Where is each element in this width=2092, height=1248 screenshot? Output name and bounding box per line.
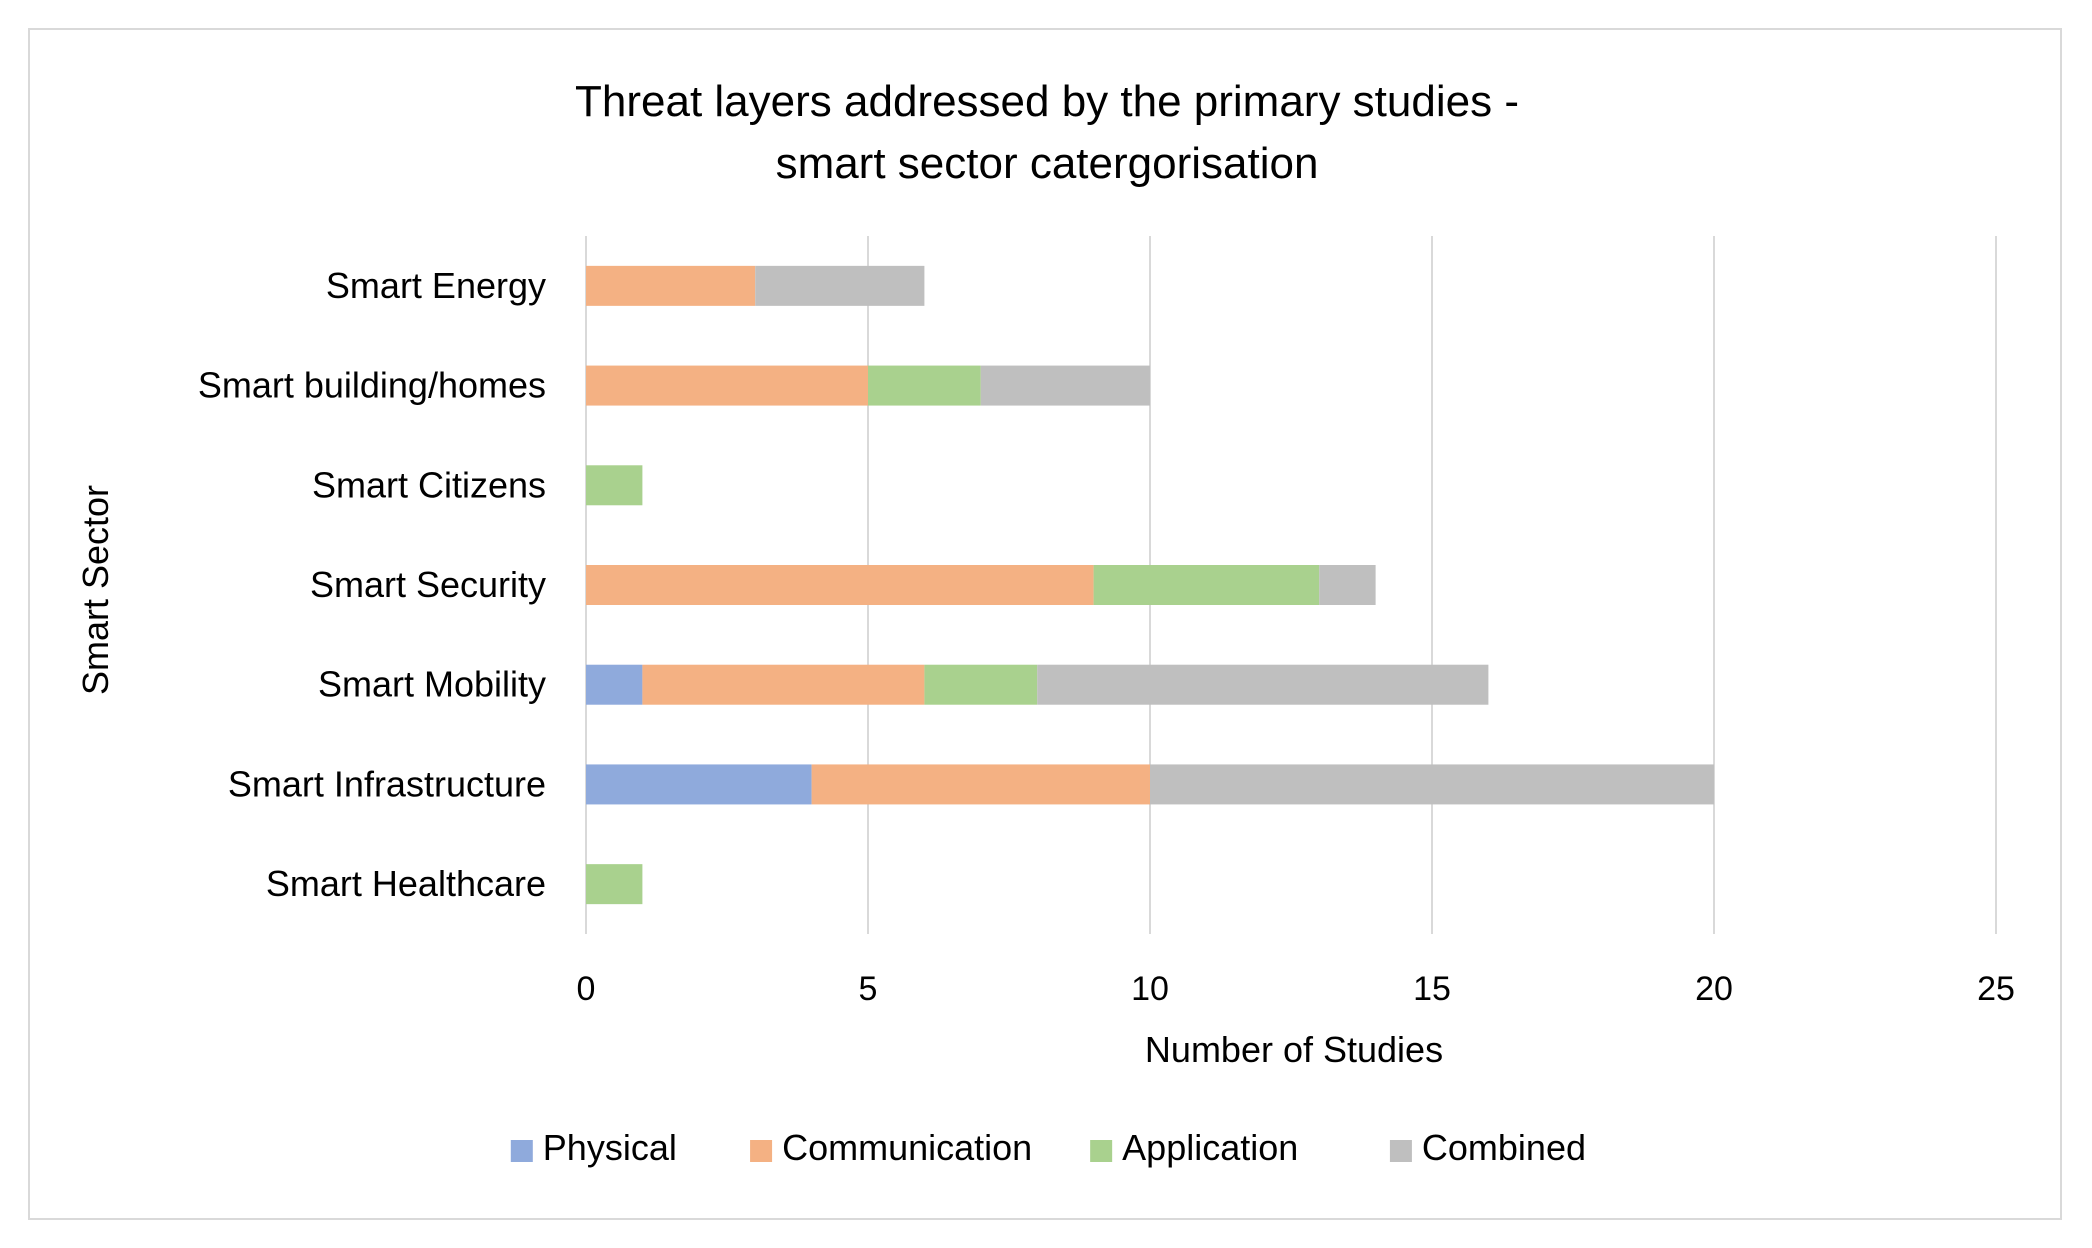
category-label: Smart Infrastructure bbox=[228, 763, 546, 804]
chart-svg: Threat layers addressed by the primary s… bbox=[75, 77, 2015, 1168]
legend: Physical Communication Application Combined bbox=[510, 1127, 1586, 1168]
x-axis-label: Number of Studies bbox=[1145, 1029, 1443, 1070]
legend-label: Communication bbox=[782, 1127, 1032, 1168]
x-tick-label: 5 bbox=[859, 970, 878, 1008]
legend-label: Application bbox=[1122, 1127, 1298, 1168]
category-label: Smart Citizens bbox=[312, 464, 546, 505]
x-tick-label: 20 bbox=[1695, 970, 1733, 1008]
category-labels: Smart Energy Smart building/homes Smart Ci… bbox=[198, 265, 546, 904]
bar-segment bbox=[755, 265, 925, 306]
category-label: Smart Mobility bbox=[318, 664, 546, 705]
chart-title-line1: Threat layers addressed by the primary s… bbox=[575, 77, 1519, 126]
bar-segment bbox=[924, 664, 1038, 705]
legend-swatch bbox=[1090, 1140, 1113, 1162]
bars-layer bbox=[586, 265, 1714, 905]
category-label: Smart Security bbox=[310, 564, 546, 605]
x-tick-label: 25 bbox=[1977, 970, 2015, 1008]
bar-segment bbox=[586, 764, 812, 805]
x-tick-label: 15 bbox=[1413, 970, 1451, 1008]
chart-frame: Threat layers addressed by the primary s… bbox=[28, 28, 2062, 1220]
bar-segment bbox=[1150, 764, 1714, 805]
legend-label: Combined bbox=[1422, 1127, 1586, 1168]
bar-segment bbox=[586, 565, 1094, 605]
chart-title-line2: smart sector catergorisation bbox=[776, 139, 1319, 188]
legend-swatch bbox=[510, 1140, 533, 1162]
bar-segment bbox=[586, 864, 643, 905]
x-tick-label: 10 bbox=[1131, 970, 1169, 1008]
bar-segment bbox=[586, 265, 756, 306]
bar-segment bbox=[642, 664, 925, 705]
bar-segment bbox=[980, 365, 1150, 406]
bar-segment bbox=[586, 365, 868, 406]
category-label: Smart building/homes bbox=[198, 365, 546, 406]
bar-segment bbox=[1319, 565, 1376, 605]
bar-segment bbox=[811, 764, 1150, 805]
bar-segment bbox=[586, 664, 643, 705]
bar-segment bbox=[1037, 664, 1489, 705]
x-tick-label: 0 bbox=[577, 970, 596, 1008]
x-tick-labels: 0 5 10 15 20 25 bbox=[577, 970, 2015, 1008]
bar-segment bbox=[1093, 565, 1320, 605]
legend-swatch bbox=[1389, 1140, 1412, 1162]
y-axis-label: Smart Sector bbox=[75, 485, 116, 695]
bar-segment bbox=[868, 365, 981, 406]
category-label: Smart Energy bbox=[326, 265, 546, 306]
legend-swatch bbox=[750, 1140, 773, 1162]
bar-segment bbox=[586, 465, 643, 506]
category-label: Smart Healthcare bbox=[266, 863, 546, 904]
legend-label: Physical bbox=[543, 1127, 677, 1168]
